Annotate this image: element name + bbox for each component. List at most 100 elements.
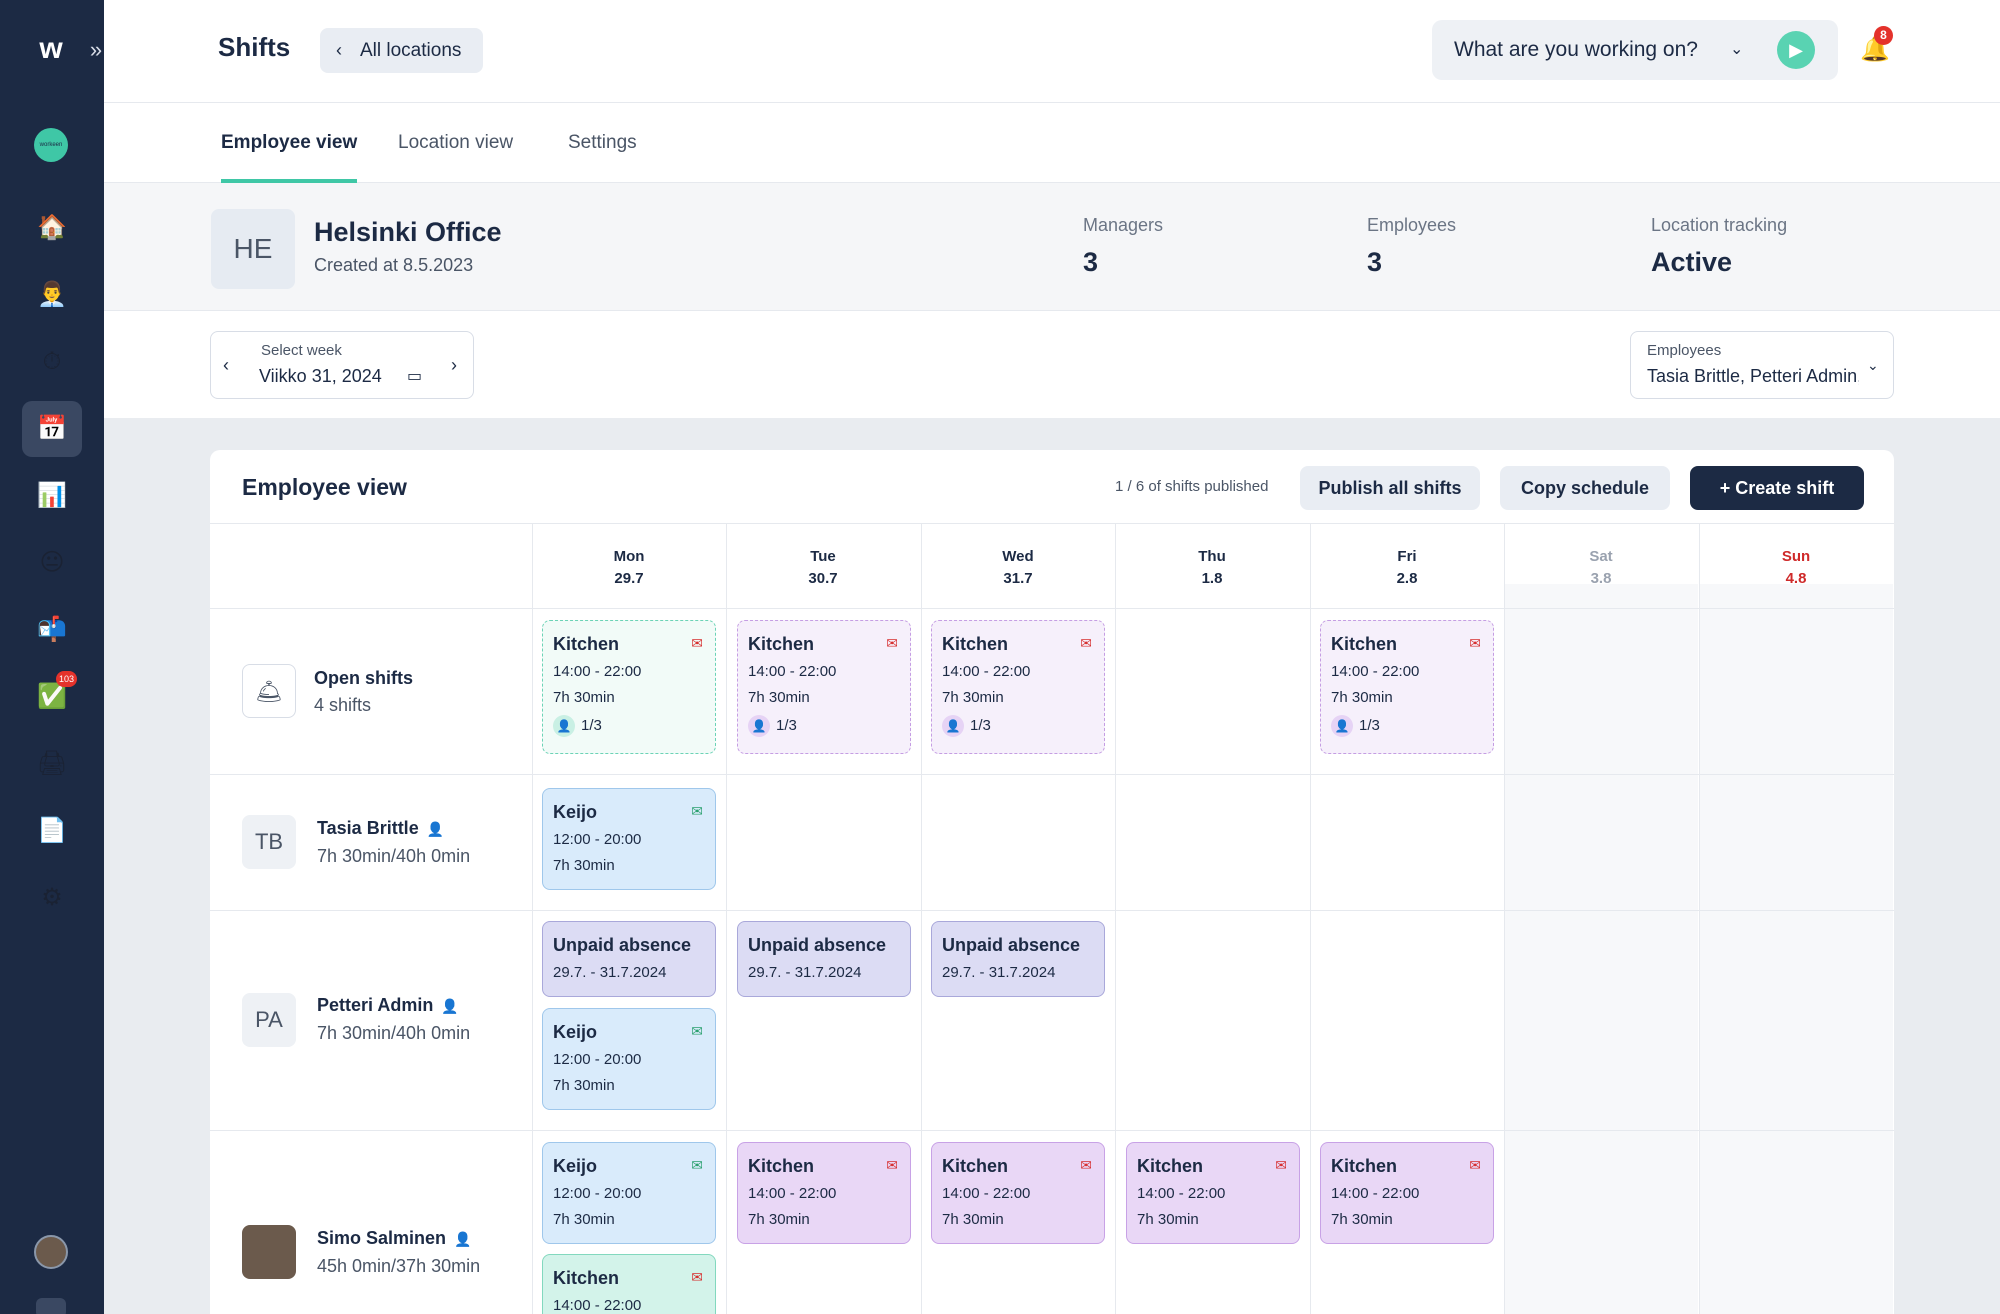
publish-all-shifts-button[interactable]: Publish all shifts [1300,466,1480,510]
tasks-nav[interactable]: ✅ 103 [22,669,82,725]
location-tracking-value: Active [1651,247,1733,277]
smiley-icon[interactable]: 😐 [39,549,65,576]
tab-employee-view[interactable]: Employee view [221,103,358,183]
timer-icon[interactable]: ⏱ [42,348,62,375]
grid-line [210,608,1894,609]
work-tracker[interactable]: What are you working on? ⌄ ▶ [1432,20,1838,80]
location-name: Helsinki Office [314,217,502,247]
schedule-title: Employee view [242,474,407,500]
bell-icon[interactable]: 🔔 8 [1860,26,1893,64]
employee-name: Simo Salminen 👤 [317,1228,472,1248]
shift-card[interactable]: Keijo ✉ 12:00 - 20:00 7h 30min [542,788,716,890]
employees-selected: Tasia Brittle, Petteri Admin, Simo Salmi… [1647,366,1859,386]
day-header-thu: Thu 1.8 [1198,548,1226,587]
employee-hours: 45h 0min/37h 30min [317,1256,481,1276]
shift-card[interactable]: Kitchen ✉ 14:00 - 22:00 7h 30min [931,1142,1105,1244]
copy-schedule-button[interactable]: Copy schedule [1500,466,1670,510]
unpublished-mail-icon: ✉ [1080,1157,1092,1173]
all-locations-button[interactable]: ‹ All locations [320,28,484,73]
open-shift-card[interactable]: Kitchen ✉ 14:00 - 22:00 7h 30min 👤 1/3 [542,620,716,754]
day-header-sun: Sun 4.8 [1781,548,1811,587]
sidebar: w » workeen 🏠 👨‍💼 ⏱ 📅 📊 😐 📬 ✅ 103 🖨 📄 ⚙ [0,0,112,1314]
grid-line [532,523,533,1314]
filter-bar: ‹ Select week Viikko 31, 2024 ▭ › Employ… [104,311,2000,418]
open-shift-card[interactable]: Kitchen ✉ 14:00 - 22:00 7h 30min 👤 1/3 [737,620,911,754]
grid-line [210,1130,1894,1131]
shift-card[interactable]: Keijo ✉ 12:00 - 20:00 7h 30min [542,1008,716,1110]
absence-card[interactable]: Unpaid absence 29.7. - 31.7.2024 [931,921,1105,997]
location-summary: HE Helsinki Office Created at 8.5.2023 M… [104,183,2000,311]
shift-card[interactable]: Kitchen ✉ 14:00 - 22:00 7h 30min [737,1142,911,1244]
user-avatar[interactable] [34,1235,68,1269]
day-header-mon: Mon 29.7 [613,548,645,587]
tasks-icon: ✅ [37,683,67,710]
employees-selector[interactable]: Employees Tasia Brittle, Petteri Admin, … [1630,331,1894,399]
settings-gear-icon[interactable]: ⚙ [41,884,63,911]
open-shift-card[interactable]: Kitchen ✉ 14:00 - 22:00 7h 30min 👤 1/3 [1320,620,1494,754]
open-shifts-bell-icon: 🛎 [242,664,296,718]
more-icon[interactable] [36,1298,66,1314]
weekend-column [1699,584,1893,1314]
unpublished-mail-icon: ✉ [1469,1157,1481,1173]
day-header-tue: Tue 30.7 [808,548,838,587]
schedule-panel: Employee view 1 / 6 of shifts published … [210,450,1894,1314]
location-created: Created at 8.5.2023 [314,255,474,275]
unpublished-mail-icon: ✉ [886,635,898,651]
person-icon: 👤 [748,715,770,738]
avatar: PA [242,993,296,1047]
open-shift-card[interactable]: Kitchen ✉ 14:00 - 22:00 7h 30min 👤 1/3 [931,620,1105,754]
company-logo[interactable]: workeen [34,128,68,162]
calendar-picker-icon[interactable]: ▭ [407,368,423,385]
day-header-fri: Fri 2.8 [1396,548,1418,587]
shift-card[interactable]: Keijo ✉ 12:00 - 20:00 7h 30min [542,1142,716,1244]
previous-week-icon[interactable]: ‹ [223,355,229,375]
unpublished-mail-icon: ✉ [1469,635,1481,651]
managers-value: 3 [1083,247,1099,277]
avatar [242,1225,296,1279]
day-header-sat: Sat 3.8 [1589,548,1613,587]
document-icon[interactable]: 📄 [37,817,67,844]
notification-count: 8 [1874,26,1893,45]
app-logo[interactable]: w [39,32,63,65]
shift-card[interactable]: Kitchen ✉ 14:00 - 22:00 7h 30min [1320,1142,1494,1244]
location-avatar: HE [211,209,295,289]
tab-location-view[interactable]: Location view [398,132,514,153]
person-icon: 👤 [426,821,445,837]
grid-line [921,523,922,1314]
next-week-icon[interactable]: › [451,355,457,375]
mailbox-icon[interactable]: 📬 [37,616,67,643]
chevron-down-icon[interactable]: ⌄ [1730,41,1744,58]
create-shift-button[interactable]: + Create shift [1690,466,1864,510]
person-icon: 👤 [454,1231,472,1247]
absence-card[interactable]: Unpaid absence 29.7. - 31.7.2024 [737,921,911,997]
absence-card[interactable]: Unpaid absence 29.7. - 31.7.2024 [542,921,716,997]
people-icon[interactable]: 👨‍💼 [37,281,67,308]
open-shifts-title: Open shifts [314,668,414,688]
reports-icon[interactable]: 📊 [37,482,67,509]
home-icon[interactable]: 🏠 [37,214,67,241]
shift-card[interactable]: Kitchen ✉ 14:00 - 22:00 7h 30min [1126,1142,1300,1244]
person-icon: 👤 [942,715,964,738]
published-mail-icon: ✉ [691,1023,703,1039]
page-title: Shifts [218,32,291,62]
employee-name: Tasia Brittle 👤 [317,818,445,838]
week-selector-label: Select week [261,342,342,359]
week-selector[interactable]: ‹ Select week Viikko 31, 2024 ▭ › [210,331,474,399]
top-header: Shifts ‹ All locations What are you work… [104,0,2000,103]
play-icon[interactable]: ▶ [1777,31,1815,69]
work-tracker-label: What are you working on? [1454,38,1698,61]
grid-line [1504,523,1505,1314]
view-tabs: Employee view Location view Settings [104,103,2000,183]
location-tracking-label: Location tracking [1651,215,1788,235]
tab-settings[interactable]: Settings [568,132,637,153]
shift-card[interactable]: Kitchen ✉ 14:00 - 22:00 7h 30min [542,1254,716,1314]
unpublished-mail-icon: ✉ [691,1269,703,1285]
employee-hours: 7h 30min/40h 0min [317,846,471,866]
open-shifts-count: 4 shifts [314,695,372,715]
calendar-icon[interactable]: 📅 [22,401,82,457]
printer-icon[interactable]: 🖨 [36,750,68,777]
create-shift-label: Create shift [1735,478,1835,498]
avatar: TB [242,815,296,869]
published-mail-icon: ✉ [691,803,703,819]
person-icon: 👤 [553,715,575,738]
